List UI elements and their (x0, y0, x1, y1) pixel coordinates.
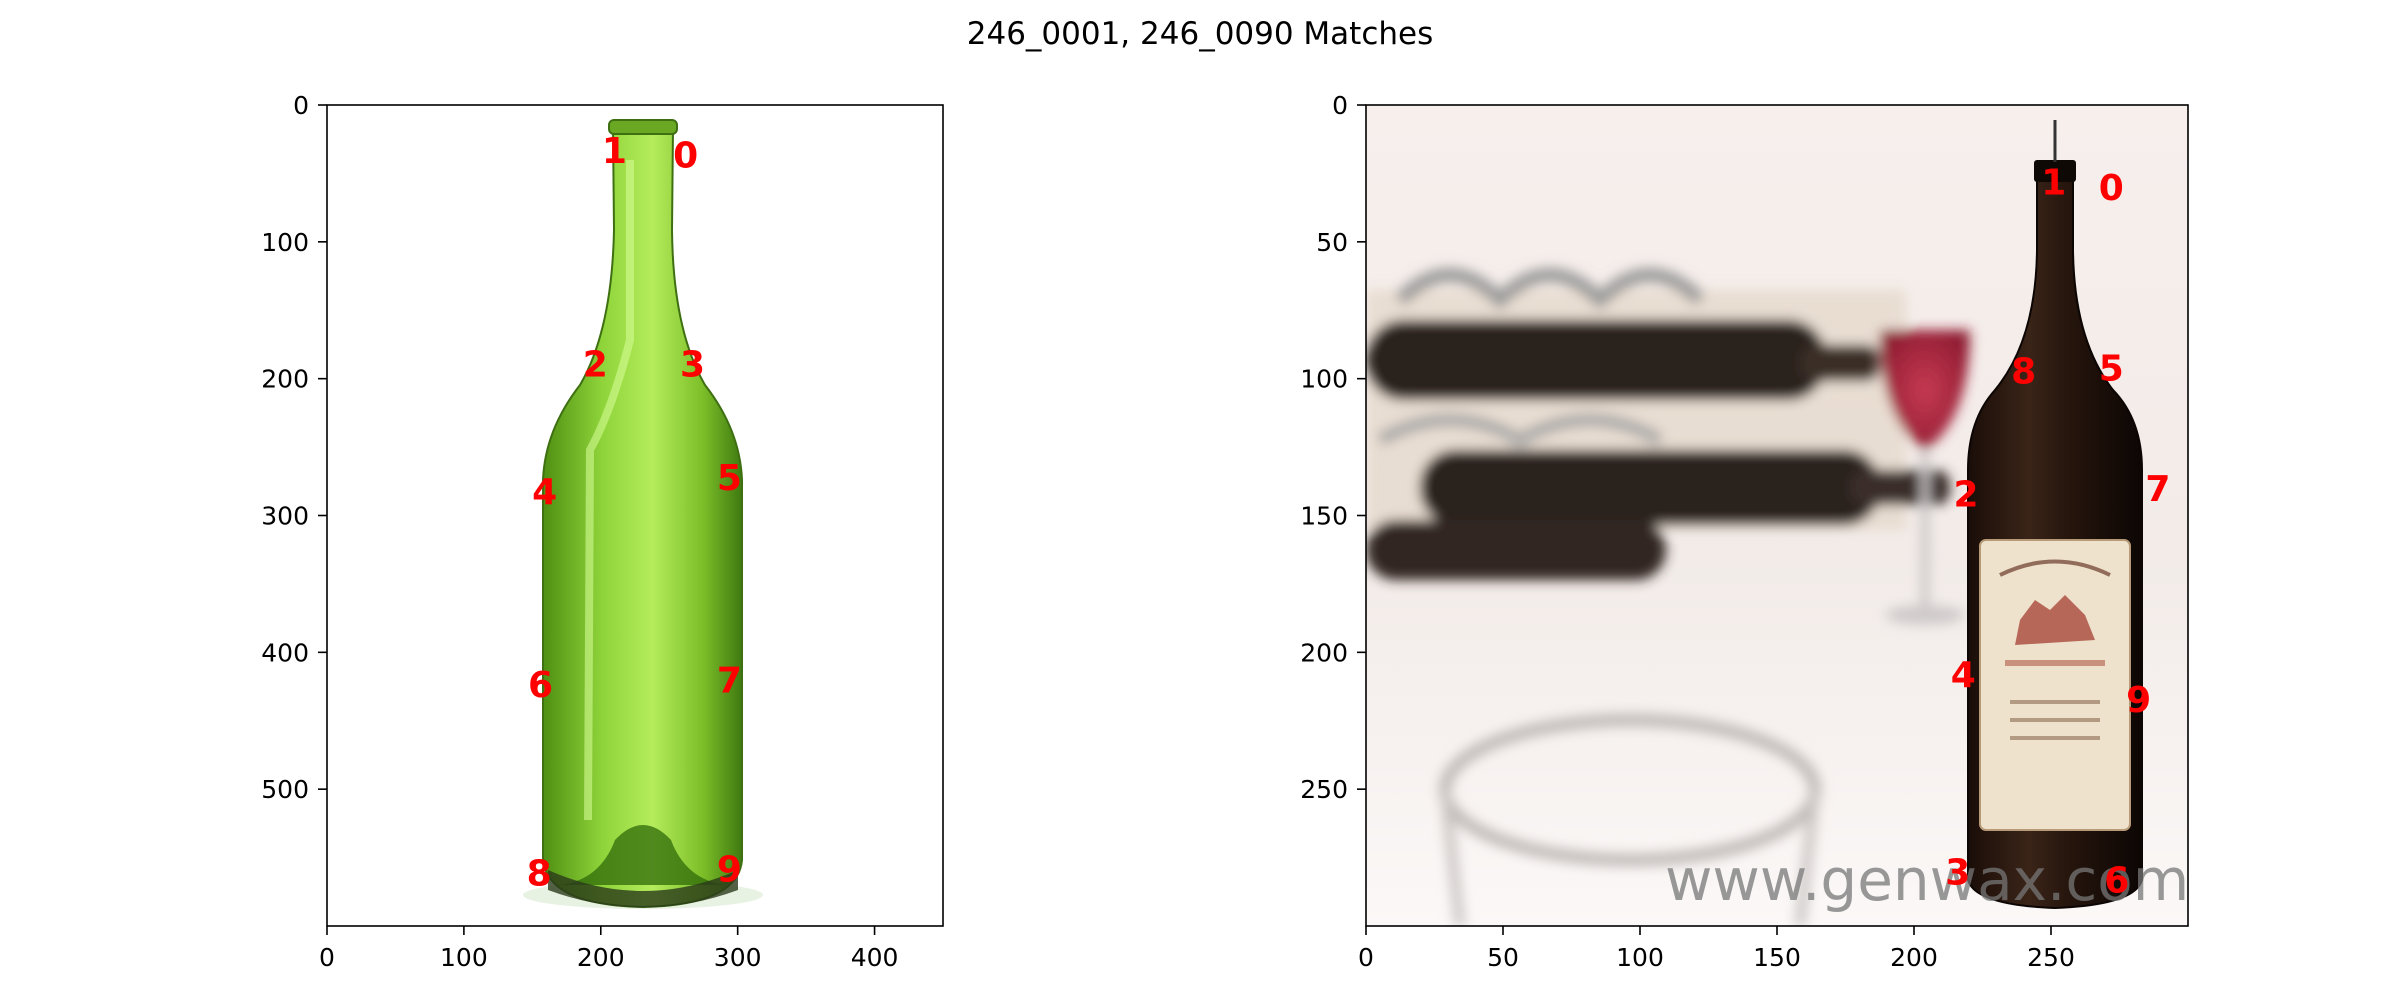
right-keypoint-1: 1 (2041, 163, 2066, 204)
right-x-tick-label: 250 (2027, 943, 2075, 972)
left-x-tick-label: 100 (440, 943, 488, 972)
left-keypoint-7: 7 (717, 661, 742, 702)
figure-title: 246_0001, 246_0090 Matches (967, 16, 1434, 52)
left-keypoint-5: 5 (717, 458, 742, 499)
right-y-tick-label: 50 (1316, 228, 1348, 257)
left-axes: 0 100 200 300 400 0 100 200 300 400 500 0 1 2 3 4 5 6 7 8 9 (261, 91, 944, 972)
left-y-tick-label: 500 (261, 775, 309, 804)
left-image (327, 105, 943, 926)
left-keypoint-3: 3 (680, 345, 705, 386)
left-y-tick-label: 300 (261, 502, 309, 531)
left-y-tick-label: 400 (261, 638, 309, 667)
right-x-tick-label: 0 (1358, 943, 1374, 972)
left-x-tick-label: 0 (319, 943, 335, 972)
right-keypoint-9: 9 (2126, 680, 2151, 721)
right-y-tick-label: 150 (1300, 502, 1348, 531)
watermark: www.genwax.com© (1665, 846, 2247, 914)
left-keypoint-8: 8 (527, 854, 552, 895)
dark-bottle (1967, 120, 2143, 910)
right-x-tick-label: 50 (1487, 943, 1519, 972)
left-y-tick-label: 200 (261, 365, 309, 394)
right-keypoint-0: 0 (2099, 168, 2124, 209)
right-keypoint-3: 3 (1945, 852, 1970, 893)
right-keypoint-5: 5 (2099, 349, 2124, 390)
right-y-tick-label: 200 (1300, 638, 1348, 667)
right-keypoint-2: 2 (1954, 475, 1979, 516)
left-keypoint-9: 9 (717, 850, 742, 891)
left-keypoint-2: 2 (583, 345, 608, 386)
left-keypoint-0: 0 (673, 135, 698, 176)
right-y-tick-label: 100 (1300, 365, 1348, 394)
right-y-tick-label: 250 (1300, 775, 1348, 804)
left-y-tick-label: 0 (293, 91, 309, 120)
right-x-tick-label: 100 (1616, 943, 1664, 972)
right-keypoint-7: 7 (2145, 469, 2170, 510)
left-x-tick-label: 400 (851, 943, 899, 972)
right-image: www.genwax.com© (1366, 105, 2247, 926)
right-x-tick-label: 150 (1753, 943, 1801, 972)
right-x-tick-label: 200 (1890, 943, 1938, 972)
right-y-tick-label: 0 (1332, 91, 1348, 120)
left-x-tick-label: 200 (577, 943, 625, 972)
right-keypoint-6: 6 (2104, 860, 2129, 901)
right-keypoint-8: 8 (2011, 351, 2036, 392)
left-x-tick-label: 300 (714, 943, 762, 972)
right-keypoint-4: 4 (1951, 655, 1976, 696)
left-y-tick-label: 100 (261, 228, 309, 257)
left-keypoint-4: 4 (532, 472, 557, 513)
left-keypoint-6: 6 (528, 665, 553, 706)
left-keypoint-1: 1 (602, 131, 627, 172)
